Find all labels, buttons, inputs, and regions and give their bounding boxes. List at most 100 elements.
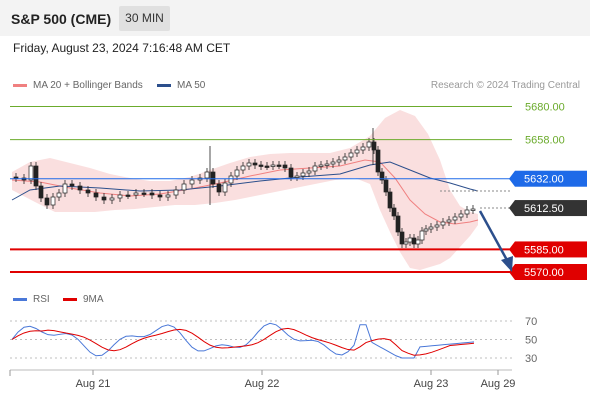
candle-body <box>109 197 115 201</box>
forecast-arrow-shaft <box>478 210 510 263</box>
candle-body <box>446 219 452 223</box>
candle-body <box>354 149 360 154</box>
rsi-tick-30: 30 <box>525 353 537 365</box>
level-label-2: 5632.00 <box>524 174 564 186</box>
candle-body <box>294 175 300 178</box>
level-label-1: 5658.00 <box>525 135 565 147</box>
candle-body <box>181 183 187 191</box>
rsi-tick-50: 50 <box>525 335 537 347</box>
candle-body <box>342 156 348 161</box>
candle-body <box>101 196 107 201</box>
level-label-4: 5585.00 <box>524 244 564 256</box>
candle-body <box>458 213 464 218</box>
candle-body <box>464 209 470 215</box>
candle-body <box>312 165 318 172</box>
candle-body <box>383 179 389 193</box>
chart-header: S&P 500 (CME) 30 MIN <box>0 0 590 36</box>
candle-body <box>149 192 155 196</box>
candle-body <box>300 172 306 177</box>
candle-body <box>387 191 393 209</box>
candle-body <box>93 192 99 198</box>
rsi-ma-legend: 9MA <box>63 294 104 305</box>
level-tag-3 <box>515 200 587 217</box>
candle-body <box>375 149 381 173</box>
candle-body <box>419 230 425 241</box>
candle-body <box>399 231 405 245</box>
candle-body <box>270 164 276 167</box>
candle-body <box>240 165 246 171</box>
candle-body <box>69 183 75 187</box>
candle-body <box>288 167 294 178</box>
candle-body <box>379 171 385 181</box>
candle-body <box>222 182 228 193</box>
candle-body <box>360 146 366 151</box>
candle-body <box>77 185 83 191</box>
rsi-ma-line <box>11 327 475 356</box>
x-label-0: Aug 21 <box>76 378 111 390</box>
candle-body <box>415 239 421 245</box>
rsi-ma-legend-label: 9MA <box>83 294 104 305</box>
candle-body <box>395 215 401 233</box>
level-tag-pointer-3 <box>509 200 515 217</box>
ma50-line <box>11 161 479 201</box>
level-tag-5 <box>515 264 587 280</box>
candle-body <box>403 241 409 245</box>
candle-body <box>125 194 131 197</box>
candle-body <box>423 228 429 232</box>
candle-body <box>411 237 417 245</box>
instrument-title: S&P 500 (CME) <box>11 11 112 27</box>
level-label-3: 5612.50 <box>524 203 564 215</box>
candle-body <box>470 208 476 211</box>
ma50-swatch <box>157 83 171 87</box>
candle-body <box>62 183 68 194</box>
candle-body <box>324 163 330 166</box>
candle-body <box>38 185 44 199</box>
candle-body <box>428 226 434 230</box>
forecast-arrow-head <box>501 256 513 272</box>
candle-body <box>440 221 446 226</box>
candle-body <box>85 189 91 194</box>
rsi-legend: RSI <box>13 294 50 305</box>
candle-body <box>117 194 123 199</box>
level-tag-pointer-2 <box>509 170 515 187</box>
candle-body <box>216 183 222 193</box>
candle-body <box>371 141 377 151</box>
timeframe-badge[interactable]: 30 MIN <box>119 6 170 31</box>
candle-body <box>165 194 171 198</box>
ma20-line <box>11 159 479 225</box>
candle-body <box>189 179 195 185</box>
candle-body <box>246 162 252 167</box>
ma20-legend-label: MA 20 + Bollinger Bands <box>33 80 143 91</box>
candle-body <box>157 194 163 198</box>
rsi-tick-70: 70 <box>525 316 537 328</box>
rsi-line <box>11 322 475 359</box>
x-label-3: Aug 29 <box>481 378 516 390</box>
level-label-0: 5680.00 <box>525 102 565 114</box>
candle-body <box>306 170 312 174</box>
candle-body <box>330 161 336 165</box>
candle-body <box>133 192 139 196</box>
ma50-legend: MA 50 <box>157 80 205 91</box>
candle-body <box>210 171 216 185</box>
x-label-1: Aug 22 <box>245 378 280 390</box>
candle-body <box>452 216 458 221</box>
candle-body <box>141 192 147 195</box>
candle-body <box>348 152 354 158</box>
ma20-swatch <box>13 83 27 87</box>
candle-body <box>407 237 413 243</box>
rsi-swatch <box>13 297 27 301</box>
rsi-legend-label: RSI <box>33 294 50 305</box>
timestamp: Friday, August 23, 2024 7:16:48 AM CET <box>13 41 231 55</box>
candle-body <box>264 165 270 168</box>
level-tag-pointer-4 <box>509 241 515 258</box>
level-tag-4 <box>515 241 587 258</box>
candle-body <box>276 164 282 167</box>
candle-body <box>336 159 342 163</box>
rsi-ma-swatch <box>63 297 77 301</box>
candle-body <box>50 196 56 206</box>
candle-body <box>434 224 440 228</box>
level-label-5: 5570.00 <box>524 267 564 279</box>
candle-body <box>28 165 34 181</box>
ma50-legend-label: MA 50 <box>177 80 206 91</box>
